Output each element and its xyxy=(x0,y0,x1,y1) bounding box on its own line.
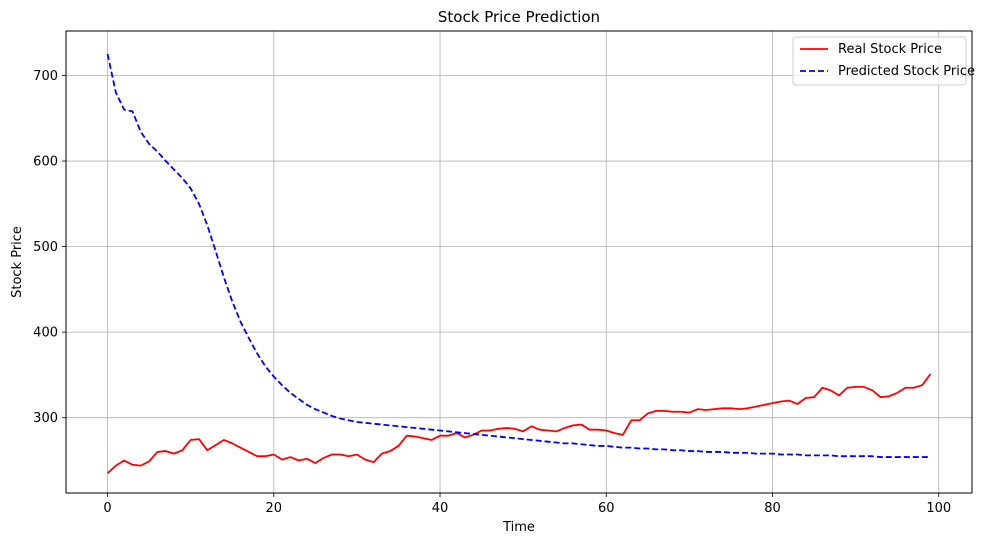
x-axis-label: Time xyxy=(502,520,535,535)
y-axis-ticks: 300 400 500 600 700 xyxy=(33,69,66,426)
legend: Real Stock Price Predicted Stock Price xyxy=(792,36,975,86)
chart-title: Stock Price Prediction xyxy=(438,8,600,26)
x-tick-label: 40 xyxy=(432,501,449,516)
x-tick-label: 20 xyxy=(266,501,283,516)
x-tick-label: 0 xyxy=(103,501,111,516)
y-tick-label: 500 xyxy=(33,240,58,255)
y-axis-label: Stock Price xyxy=(10,226,25,298)
legend-label-real: Real Stock Price xyxy=(838,42,942,57)
series-line-predicted-stock-price xyxy=(106,53,931,458)
y-tick-label: 600 xyxy=(33,155,58,170)
y-tick-label: 300 xyxy=(33,411,58,426)
y-tick-label: 700 xyxy=(33,69,58,84)
series-line-real-stock-price xyxy=(106,373,932,474)
legend-label-predicted: Predicted Stock Price xyxy=(838,64,975,79)
series-layer xyxy=(106,53,932,474)
x-axis-ticks: 0 20 40 60 80 100 xyxy=(103,493,951,516)
x-tick-label: 80 xyxy=(764,501,781,516)
x-tick-label: 60 xyxy=(598,501,615,516)
plot-frame xyxy=(65,30,973,494)
legend-box xyxy=(792,36,967,86)
x-tick-label: 100 xyxy=(926,501,951,516)
y-tick-label: 400 xyxy=(33,326,58,341)
